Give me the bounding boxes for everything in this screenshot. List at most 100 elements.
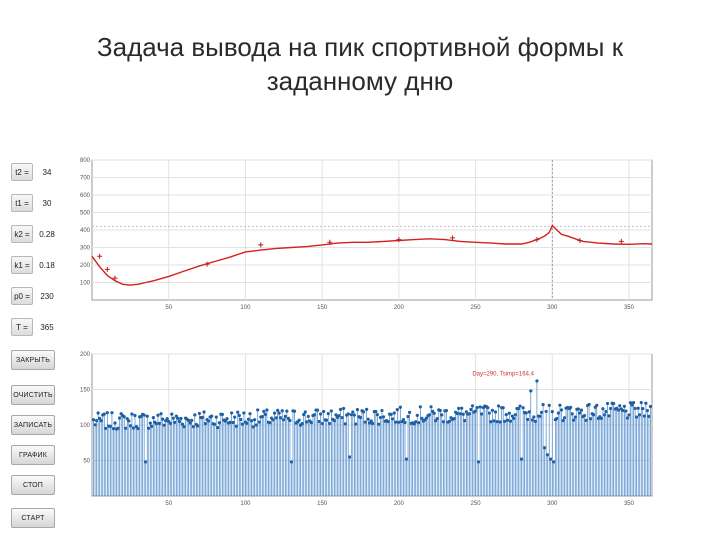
stem-marker [182, 425, 186, 429]
stem-marker [486, 406, 490, 410]
param-k2-label: k2 = [11, 225, 33, 243]
stem-marker [170, 412, 174, 416]
stem-marker [440, 413, 444, 417]
x-tick-label: 200 [394, 305, 405, 311]
stem-marker [378, 415, 383, 420]
stem-marker [587, 402, 591, 407]
param-t2-value[interactable]: 34 [42, 167, 52, 177]
stem-marker [104, 426, 108, 431]
stem-marker [165, 417, 169, 421]
param-T-value[interactable]: 365 [40, 322, 54, 332]
stem-marker [214, 415, 218, 419]
stem-marker [503, 419, 507, 423]
stem-marker [644, 401, 648, 405]
stem-marker [342, 406, 346, 411]
stem-marker [546, 453, 550, 457]
x-tick-label: 250 [471, 501, 482, 507]
stem-marker [334, 413, 338, 417]
stem-marker [601, 407, 605, 411]
stem-marker [478, 405, 482, 409]
stem-marker [176, 416, 180, 420]
stem-marker [268, 421, 272, 425]
stem-marker [489, 420, 493, 424]
param-p0-value[interactable]: 230 [40, 291, 54, 301]
stem-marker [455, 411, 459, 416]
stem-marker [156, 413, 160, 417]
save-button[interactable]: ЗАПИСАТЬ [11, 415, 55, 435]
stem-marker [240, 422, 244, 426]
stem-marker [460, 406, 464, 410]
stem-marker [131, 426, 136, 430]
stem-marker [157, 421, 162, 425]
stem-marker [329, 409, 333, 413]
stem-marker [374, 409, 378, 414]
stem-marker [346, 412, 350, 416]
stem-marker [180, 422, 185, 426]
stem-marker [535, 379, 539, 383]
stem-marker [217, 421, 221, 425]
stem-marker [625, 416, 630, 420]
stem-marker [552, 460, 556, 464]
stem-marker [236, 410, 240, 414]
stem-marker [271, 418, 275, 422]
y-tick-label: 500 [80, 211, 91, 217]
plus-marker [618, 238, 624, 244]
stem-marker [463, 419, 467, 423]
stem-marker [432, 411, 436, 415]
stem-marker [193, 413, 197, 417]
stem-marker [648, 404, 653, 409]
stem-marker [584, 418, 588, 422]
stem-marker [550, 410, 554, 414]
stem-marker [133, 413, 137, 418]
clear-button[interactable]: ОЧИСТИТЬ [11, 385, 55, 405]
stem-marker [647, 414, 651, 418]
stem-marker [487, 411, 491, 415]
param-k1-value[interactable]: 0.18 [39, 260, 55, 270]
stem-marker [343, 422, 347, 426]
stem-marker [352, 413, 356, 417]
plus-marker [104, 266, 110, 272]
stem-marker [380, 408, 384, 413]
stem-marker [231, 420, 235, 425]
stem-marker [253, 418, 257, 422]
load-stem-chart: 50 100 150 200 250 300 350 50 100 150 200 Day=290, … [80, 352, 653, 507]
stem-marker [338, 407, 343, 411]
stem-marker [375, 413, 379, 417]
stem-marker [631, 401, 636, 405]
stem-marker [245, 421, 249, 425]
stem-marker [641, 407, 645, 411]
stem-marker [549, 457, 553, 461]
stem-marker [162, 423, 166, 427]
y-tick-label: 200 [80, 352, 91, 358]
x-tick-label: 350 [624, 501, 635, 507]
stem-marker [630, 403, 634, 407]
stem-marker [110, 411, 114, 415]
stem-marker [260, 415, 264, 419]
param-k1: k1 = 0.18 [11, 255, 61, 275]
stem-marker [506, 418, 510, 422]
start-button[interactable]: СТАРТ [11, 508, 55, 528]
stem-marker [297, 418, 301, 422]
stem-marker [498, 420, 502, 424]
stem-marker [639, 400, 643, 405]
stop-button[interactable]: СТОП [11, 475, 55, 495]
stem-marker [578, 411, 582, 415]
param-t1-value[interactable]: 30 [42, 198, 52, 208]
stem-marker [282, 418, 286, 422]
close-button[interactable]: ЗАКРЫТЬ [11, 350, 55, 370]
stem-marker [142, 413, 146, 417]
stem-marker [469, 407, 473, 412]
stem-marker [461, 412, 465, 416]
plus-marker [204, 261, 210, 267]
param-k2-value[interactable]: 0.28 [39, 229, 55, 239]
stem-marker [457, 406, 461, 411]
stem-marker [492, 419, 496, 423]
graph-button[interactable]: ГРАФИК [11, 445, 55, 465]
stem-marker [230, 411, 234, 415]
y-tick-label: 700 [80, 176, 91, 182]
stem-marker [573, 415, 577, 419]
stem-marker [98, 416, 102, 420]
stem-marker [435, 416, 439, 421]
stem-marker [197, 411, 201, 416]
stem-marker [541, 402, 545, 407]
